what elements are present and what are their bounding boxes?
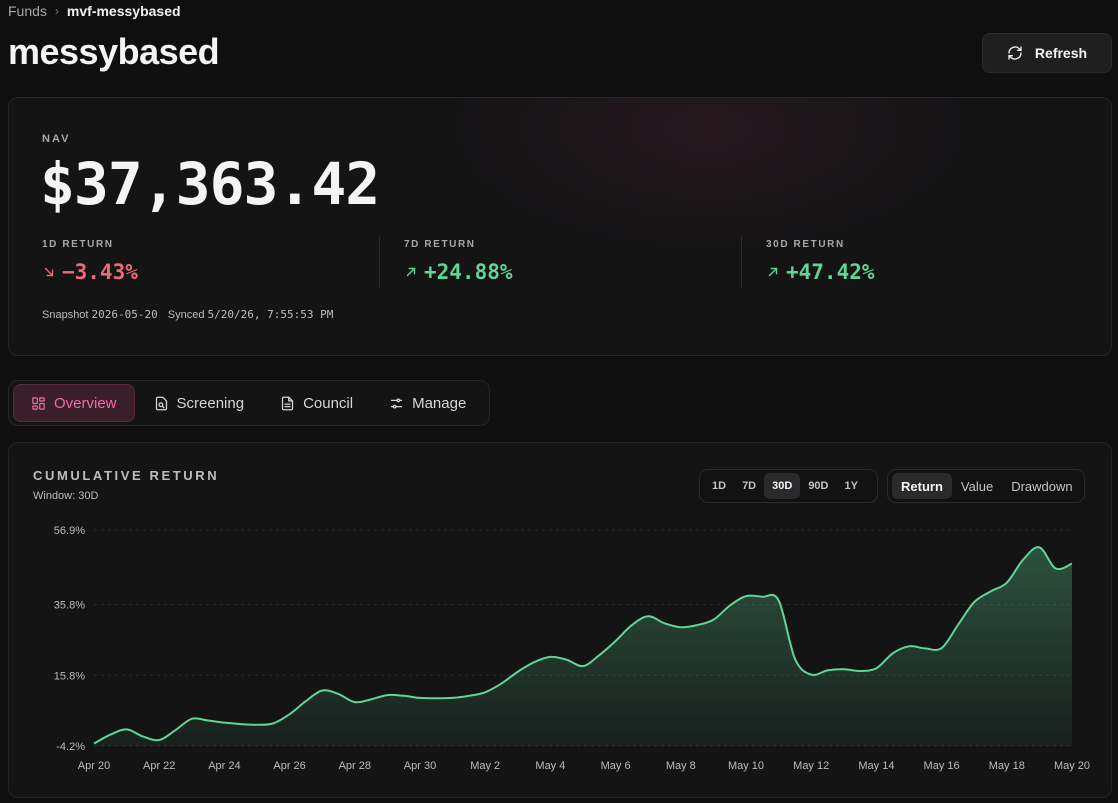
y-tick-label: -4.2%: [56, 741, 85, 753]
breadcrumb-separator-icon: ›: [54, 4, 59, 18]
return-1d-label: 1D RETURN: [42, 239, 114, 250]
range-1d-button[interactable]: 1D: [712, 480, 727, 492]
range-selector: 1D 7D 30D 90D 1Y: [699, 469, 878, 503]
chart-window-label: Window: 30D: [33, 490, 99, 502]
document-icon: [281, 396, 294, 410]
breadcrumb-funds-link[interactable]: Funds: [8, 3, 47, 19]
page-title: messybased: [8, 31, 220, 72]
range-90d-button[interactable]: 90D: [808, 480, 829, 492]
sync-meta: Snapshot 2026-05-20 Synced 5/20/26, 7:55…: [42, 308, 333, 321]
nav-summary-card: NAV $37,363.42 1D RETURN −3.43% 7D RETUR…: [8, 97, 1112, 356]
x-tick-label: May 4: [535, 760, 565, 772]
tab-council[interactable]: Council: [263, 384, 370, 422]
return-divider: [379, 236, 380, 288]
x-tick-label: Apr 20: [78, 760, 110, 772]
arrow-up-right-icon: [768, 267, 778, 277]
synced-label: Synced: [167, 309, 205, 321]
x-tick-label: May 2: [470, 760, 500, 772]
grid-icon: [32, 396, 45, 410]
return-30d-value: +47.42%: [786, 260, 875, 284]
x-tick-label: May 16: [924, 760, 960, 772]
cumulative-return-chart: 56.9% 35.8% 15.8% -4.2% Apr 20 Apr 22 Apr 24 Ap…: [54, 525, 1090, 772]
tab-council-label: Council: [303, 394, 354, 412]
synced-time: 5/20/26, 7:55:53 PM: [207, 308, 334, 321]
arrow-up-right-icon: [406, 267, 416, 277]
x-tick-label: May 10: [728, 760, 764, 772]
x-tick-label: Apr 30: [404, 760, 436, 772]
x-tick-label: Apr 24: [208, 760, 240, 772]
return-area-fill: [94, 547, 1072, 746]
refresh-label: Refresh: [1034, 45, 1088, 61]
y-tick-label: 15.8%: [54, 670, 85, 682]
return-7d-value: +24.88%: [424, 260, 513, 284]
nav-label: NAV: [42, 133, 71, 145]
tab-manage[interactable]: Manage: [372, 384, 483, 422]
snapshot-date: 2026-05-20: [91, 308, 158, 321]
refresh-button[interactable]: Refresh: [982, 33, 1112, 73]
tab-bar: Overview Screening Council Manage: [8, 380, 490, 426]
return-7d-label: 7D RETURN: [404, 239, 476, 250]
cumulative-return-card: CUMULATIVE RETURN Window: 30D 1D 7D 30D …: [8, 442, 1112, 798]
breadcrumb: Funds › mvf-messybased: [8, 3, 181, 19]
x-tick-label: Apr 22: [143, 760, 175, 772]
return-30d-label: 30D RETURN: [766, 239, 845, 250]
tab-screening-label: Screening: [176, 394, 245, 412]
x-tick-label: May 8: [666, 760, 696, 772]
chart-title: CUMULATIVE RETURN: [33, 468, 220, 483]
nav-value: $37,363.42: [40, 150, 380, 218]
y-tick-label: 35.8%: [54, 600, 85, 612]
range-30d-button[interactable]: 30D: [764, 473, 801, 499]
mode-value-button[interactable]: Value: [960, 478, 994, 494]
x-tick-label: May 12: [793, 760, 829, 772]
x-tick-label: Apr 28: [339, 760, 371, 772]
return-1d-value: −3.43%: [62, 260, 138, 284]
x-tick-label: May 20: [1054, 760, 1090, 772]
refresh-icon: [1008, 46, 1022, 60]
arrow-down-right-icon: [44, 267, 54, 277]
range-1y-button[interactable]: 1Y: [844, 480, 858, 492]
tab-overview[interactable]: Overview: [13, 384, 135, 422]
y-tick-label: 56.9%: [54, 525, 85, 537]
mode-drawdown-button[interactable]: Drawdown: [1011, 478, 1073, 494]
return-1d: 1D RETURN −3.43%: [42, 239, 138, 284]
return-line: [93, 546, 1073, 745]
mode-selector: Return Value Drawdown: [887, 469, 1085, 503]
x-tick-label: May 6: [601, 760, 631, 772]
return-divider: [741, 236, 742, 288]
tab-screening[interactable]: Screening: [137, 384, 262, 422]
return-30d: 30D RETURN +47.42%: [766, 239, 875, 284]
return-7d: 7D RETURN +24.88%: [404, 239, 513, 284]
breadcrumb-current: mvf-messybased: [66, 3, 181, 19]
search-doc-icon: [155, 396, 167, 410]
range-7d-button[interactable]: 7D: [742, 480, 757, 492]
mode-return-button[interactable]: Return: [892, 473, 952, 499]
tab-overview-label: Overview: [54, 394, 117, 412]
x-tick-label: Apr 26: [273, 760, 305, 772]
x-tick-label: May 14: [858, 760, 894, 772]
sliders-icon: [390, 398, 403, 408]
snapshot-label: Snapshot: [42, 309, 89, 321]
x-tick-label: May 18: [989, 760, 1025, 772]
tab-manage-label: Manage: [412, 394, 467, 412]
